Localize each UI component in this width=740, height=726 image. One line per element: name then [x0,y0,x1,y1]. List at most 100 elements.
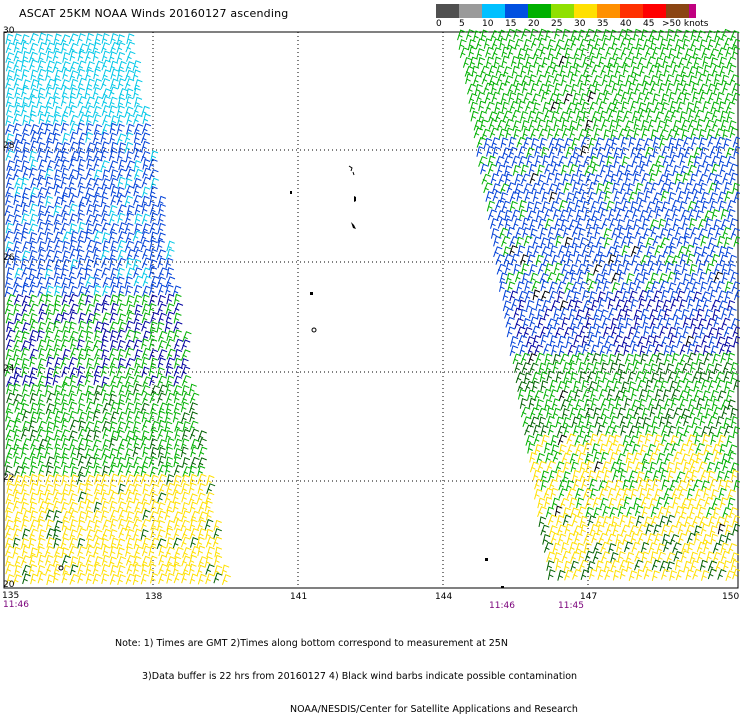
wind-barb [528,443,535,453]
wind-barb [652,571,659,581]
wind-barb [662,525,670,535]
wind-barb [575,390,583,400]
wind-barb [142,321,151,331]
wind-barb [481,164,489,174]
wind-barb [733,183,740,193]
wind-barb [547,552,555,562]
wind-barb [632,209,640,219]
wind-barb [505,308,514,318]
wind-barb [573,570,582,580]
wind-barb [536,400,543,410]
wind-barb [662,202,670,212]
wind-barb [711,534,718,544]
wind-barb [594,129,602,139]
wind-barb [605,191,612,201]
wind-barb [111,285,119,295]
wind-barb [215,555,223,565]
wind-barb [30,304,39,314]
wind-barb [716,417,724,427]
wind-barb [629,471,637,481]
wind-barb [190,529,199,539]
wind-barb [126,475,135,485]
wind-barb [69,195,78,205]
wind-barb [559,246,568,256]
wind-barb [588,92,596,102]
wind-barb [529,164,536,174]
wind-barb [696,254,704,264]
wind-barb [541,291,550,301]
wind-barb [490,128,499,138]
wind-barb [716,137,725,147]
wind-barb [703,102,711,112]
wind-barb [206,574,214,584]
wind-barb [677,102,685,112]
wind-barb [721,551,729,561]
wind-barb [733,569,740,579]
wind-barb [729,65,737,75]
wind-barb [713,543,721,553]
wind-barb [111,565,119,575]
wind-barb [716,282,724,292]
wind-barb [134,133,141,143]
wind-barb [166,312,174,322]
wind-barb [39,43,47,53]
wind-barb [159,268,168,278]
wind-barb [39,465,47,475]
wind-barb [167,393,175,403]
wind-barb [722,308,730,318]
wind-barb [604,229,612,239]
wind-barb [629,516,636,526]
wind-barb [538,318,546,328]
wind-barb [86,106,95,116]
wind-barb [729,255,737,265]
wind-barb [596,237,605,247]
wind-barb [599,299,607,309]
wind-barb [45,124,53,134]
wind-barb [675,227,683,237]
wind-barb [722,407,730,417]
wind-barb [597,380,604,390]
wind-barb [576,444,585,454]
wind-barb [589,138,597,148]
wind-barb [697,119,704,129]
wind-barb [69,34,78,44]
wind-barb [691,561,699,571]
wind-barb [725,480,732,490]
wind-barb [544,543,553,553]
wind-barb [46,177,53,187]
wind-barb [548,570,555,580]
wind-barb [22,332,30,342]
wind-barb [38,33,46,43]
wind-barb [109,161,118,171]
wind-barb [14,457,21,467]
wind-barb [567,445,576,455]
wind-barb [599,533,608,543]
wind-barb [548,515,557,525]
wind-barb [103,394,111,404]
wind-barb [47,241,55,251]
wind-barb [87,521,95,531]
wind-barb [143,276,152,286]
wind-barb [77,88,85,98]
wind-barb [578,272,586,282]
wind-barb [521,174,530,184]
wind-barb [655,389,663,399]
wind-barb [29,421,37,431]
wind-barb [706,74,714,84]
wind-barb [672,354,679,364]
wind-barb [54,79,62,89]
wind-barb [636,139,644,149]
wind-barb [635,84,644,94]
wind-barb [649,543,657,553]
wind-barb [477,49,485,59]
wind-barb [5,456,12,466]
wind-barb [94,79,102,89]
wind-barb [579,228,586,238]
wind-barb [708,417,717,427]
wind-barb [85,251,93,261]
wind-barb [550,291,559,301]
wind-barb [554,263,562,273]
wind-barb [109,52,117,62]
wind-barb [613,470,621,480]
wind-barb [632,344,640,354]
